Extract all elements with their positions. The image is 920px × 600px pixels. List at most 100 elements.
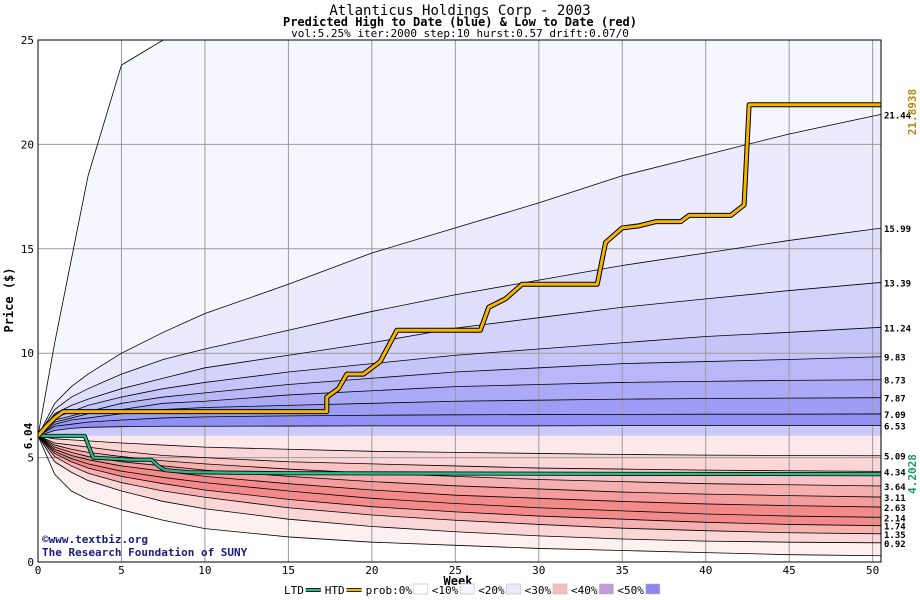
high-band-fill [38, 413, 881, 436]
band-end-label: 2.63 [884, 504, 906, 514]
x-tick-label: 30 [532, 564, 545, 577]
x-axis-ticks: 0 5 10 15 20 25 30 35 40 45 50 [35, 564, 880, 577]
band-boundary-line [38, 40, 881, 436]
chart-params: vol:5.25% iter:2000 step:10 hurst:0.57 d… [291, 27, 629, 40]
band-boundary-line [38, 379, 881, 437]
low-band-fill [38, 435, 881, 472]
band-boundary-line [38, 435, 881, 527]
high-band-fill [38, 379, 881, 436]
band-boundary-line [38, 435, 881, 472]
x-tick-label: 45 [783, 564, 796, 577]
band-end-label: 3.64 [884, 483, 906, 493]
y-tick-label: 5 [27, 452, 34, 465]
high-band-fill [38, 228, 881, 436]
band-lines [38, 40, 881, 557]
band-end-label: 15.99 [884, 225, 911, 235]
high-band-fill [38, 327, 881, 436]
legend-label: <50% [617, 584, 644, 597]
band-end-label: 8.73 [884, 377, 906, 387]
legend-label: <10% [432, 584, 459, 597]
ltd-end-label: 4.2028 [906, 454, 919, 494]
low-bands [38, 435, 881, 556]
high-band-fill [38, 40, 881, 436]
y-tick-label: 0 [27, 556, 34, 569]
band-boundary-line [38, 435, 881, 457]
band-end-label: 4.34 [884, 468, 906, 478]
legend-swatch [552, 583, 568, 595]
low-band-fill [38, 435, 881, 498]
x-tick-label: 35 [616, 564, 629, 577]
band-end-label: 5.09 [884, 453, 906, 463]
chart-title: Atlanticus Holdings Corp - 2003 [329, 3, 590, 19]
band-boundary-line [38, 425, 881, 437]
high-band-fill [38, 425, 881, 436]
band-end-label: 7.87 [884, 395, 906, 405]
legend-swatch [459, 583, 475, 595]
plot-frame [37, 39, 882, 563]
y-tick-label: 10 [21, 347, 34, 360]
low-band-fill [38, 435, 881, 543]
low-band-fill [38, 435, 881, 556]
legend-swatch [506, 583, 521, 595]
x-tick-label: 15 [282, 564, 295, 577]
plot-area [38, 40, 881, 562]
band-boundary-line [38, 397, 881, 437]
high-band-fill [38, 356, 881, 436]
high-band-fill [38, 282, 881, 436]
low-band-fill [38, 435, 881, 526]
chart-subtitle: Predicted High to Date (blue) & Low to D… [283, 15, 637, 29]
band-boundary-line [38, 435, 881, 498]
band-boundary-line [38, 435, 881, 544]
htd-end-label: 21.8938 [906, 89, 919, 135]
band-end-label: 6.53 [884, 423, 906, 433]
legend-label: <30% [525, 584, 552, 597]
band-end-label: 2.14 [884, 514, 906, 524]
band-end-label: 1.35 [884, 531, 906, 541]
y-tick-label: 20 [21, 138, 34, 151]
band-end-label: 7.09 [884, 411, 906, 421]
ltd-line [38, 434, 881, 476]
band-boundary-line [38, 282, 881, 437]
band-boundary-line [38, 435, 881, 487]
band-end-label: 1.74 [884, 523, 906, 533]
legend-label: prob:0% [366, 584, 413, 597]
y-axis-label: Price ($) [2, 267, 16, 332]
band-end-label: 3.11 [884, 494, 906, 504]
legend-swatch [599, 583, 614, 595]
x-tick-label: 0 [35, 564, 42, 577]
band-end-label: 21.44 [884, 111, 912, 121]
band-end-labels: 21.44 15.99 13.39 11.24 9.83 8.73 7.87 7.09 6.53… [884, 111, 912, 549]
high-band-fill [38, 397, 881, 436]
high-band-fill [38, 114, 881, 436]
band-boundary-line [38, 227, 881, 437]
band-end-label: 9.83 [884, 354, 906, 364]
band-boundary-line [38, 356, 881, 437]
htd-line [38, 103, 881, 437]
band-boundary-line [38, 413, 881, 437]
x-tick-label: 10 [198, 564, 211, 577]
band-boundary-line [38, 435, 881, 518]
band-boundary-line [38, 113, 881, 437]
band-boundary-line [38, 435, 881, 557]
x-tick-label: 20 [365, 564, 378, 577]
band-end-label: 0.92 [884, 540, 906, 550]
y-tick-label: 15 [21, 243, 34, 256]
y-axis-ticks: 0 5 10 15 20 25 [21, 34, 34, 569]
legend-swatch [413, 583, 429, 595]
high-bands [38, 40, 881, 436]
legend-swatch [645, 583, 661, 595]
low-band-fill [38, 435, 881, 456]
band-end-label: 13.39 [884, 279, 911, 289]
y-tick-label: 25 [21, 34, 34, 47]
legend-label: HTD [325, 584, 345, 597]
legend-label: <20% [478, 584, 505, 597]
watermark-org: The Research Foundation of SUNY [42, 546, 248, 559]
legend-label: LTD [284, 584, 304, 597]
x-tick-label: 5 [118, 564, 125, 577]
low-band-fill [38, 435, 881, 534]
series-lines [38, 102, 881, 477]
x-tick-label: 25 [449, 564, 462, 577]
band-boundary-line [38, 435, 881, 508]
start-price-label: 6.04 [22, 422, 35, 449]
